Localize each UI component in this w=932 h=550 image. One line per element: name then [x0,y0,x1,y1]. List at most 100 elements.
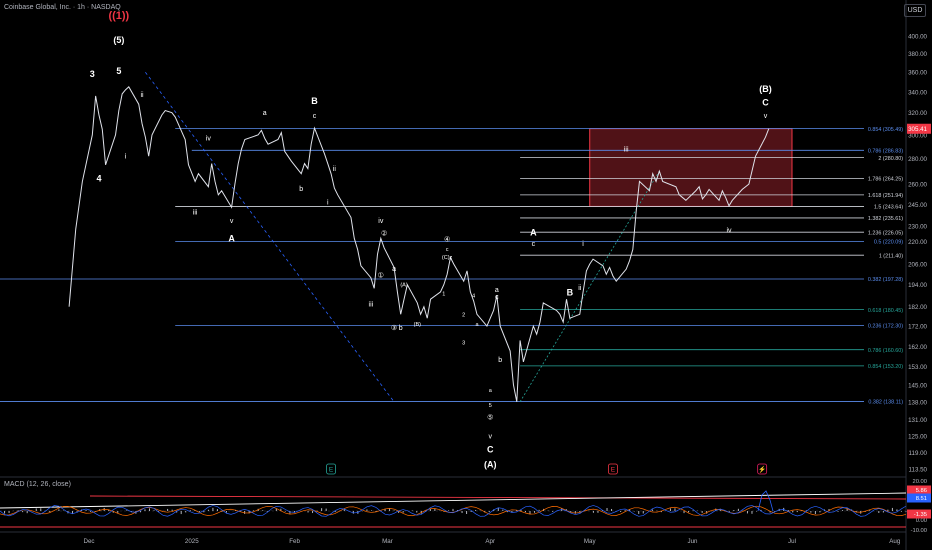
wave-label: c [446,247,449,253]
price-tick-label: 172.00 [908,324,927,331]
wave-label: (C)z [442,255,453,261]
macd-tick-label: 0.00 [916,518,927,524]
price-tick-label: 131.00 [908,417,927,424]
wave-label: c [313,113,317,120]
event-marker-label: E [611,467,616,474]
wave-label: (A) [484,459,497,469]
time-tick-label: Feb [289,538,300,545]
wave-label: (A) [400,283,408,289]
wave-label: B [311,96,318,106]
fib-level-label: 0.236 (172.30) [868,324,903,330]
last-price-label: 305.41 [908,126,927,133]
price-tick-label: 245.00 [908,202,927,209]
price-tick-label: 220.00 [908,239,927,246]
wave-label: b [399,325,403,332]
wave-label: iv [378,218,384,225]
time-tick-label: Apr [485,538,495,545]
event-marker [608,463,618,475]
event-marker-label: ⚡ [758,466,766,474]
wave-label: c [532,241,536,248]
macd-line [0,505,907,517]
price-tick-label: 182.00 [908,304,927,311]
wave-label: c [495,294,499,301]
wave-label: ⑤ [487,414,493,422]
wave-label: (B) [414,322,422,328]
fib-level-label: 0.854 (153.20) [868,364,903,370]
time-tick-label: Aug [889,538,901,545]
price-tick-label: 260.00 [908,182,927,189]
wave-label: B [567,288,574,298]
wave-label: ii [140,92,144,99]
wave-label: ② [381,229,387,237]
wave-label: C [762,97,769,107]
wave-label: 5 [489,403,492,409]
macd-spike [757,490,774,512]
price-tick-label: 400.00 [908,34,927,41]
fib-level-label: 1 (211.40) [879,253,903,259]
event-marker-label: E [329,467,334,474]
wave-label: ii [333,166,337,173]
macd-tick-label: 20.00 [912,479,927,485]
wave-label: a [489,388,493,394]
macd-trendline [0,492,907,509]
wave-label: ③ [391,324,397,332]
wave-label: b [299,186,303,193]
price-tick-label: 300.00 [908,132,927,139]
wave-label: C [487,445,494,455]
wave-label: ④ [444,236,450,244]
macd-value-label: 8.51 [916,496,927,502]
wave-label: a [263,110,267,117]
target-zone-box [589,128,793,207]
wave-label: iii [624,146,629,153]
price-tick-label: 113.50 [909,467,928,474]
price-tick-label: 162.00 [908,344,927,351]
wave-label: b [498,357,502,364]
price-tick-label: 380.00 [908,51,927,58]
currency-button[interactable]: USD [904,4,926,17]
price-tick-label: 206.00 [908,262,927,269]
price-tick-label: 230.00 [908,224,927,231]
wave-label: iv [206,136,212,143]
time-tick-label: Mar [382,538,393,545]
wave-label: A [530,227,537,237]
wave-label: A [228,234,235,244]
fib-level-label: 0.382 (138.11) [868,400,903,406]
price-tick-label: 340.00 [908,89,927,96]
time-tick-label: Jun [688,538,699,545]
wave-label: 2 [462,312,465,318]
time-tick-label: 2025 [185,538,199,545]
macd-value-label: 5.86 [916,488,927,494]
wave-label: i [125,154,127,161]
price-tick-label: 194.00 [908,282,927,289]
price-tick-label: 125.00 [908,433,927,440]
fib-level-label: 1.382 (235.61) [868,216,903,222]
wave-label: 5 [116,66,121,76]
macd-value-badge [907,485,931,495]
time-tick-label: Jul [788,538,796,545]
wave-label: (B) [759,84,772,94]
macd-title: MACD (12, 26, close) [4,481,71,488]
event-marker [326,463,336,475]
wave-label: iii [369,302,374,309]
wave-label: ((1)) [108,10,129,22]
fib-level-label: 1.786 (264.25) [868,177,903,183]
wave-label: a [392,266,396,273]
wave-label: 4 [472,293,475,299]
fib-level-label: 0.5 (220.09) [874,240,903,246]
macd-tick-label: -10.00 [911,528,927,534]
fib-level-label: 1.236 (226.05) [868,230,903,236]
price-tick-label: 119.00 [909,450,928,457]
fib-level-label: 0.618 (180.45) [868,308,903,314]
macd-upper-band [89,495,907,500]
macd-value-badge [907,493,931,503]
symbol-title: Coinbase Global, Inc. · 1h · NASDAQ [4,4,121,11]
wave-label: v [764,113,768,120]
price-tick-label: 153.00 [908,364,927,371]
wave-label: a [475,322,479,328]
price-tick-label: 138.00 [908,399,927,406]
price-tick-label: 360.00 [908,70,927,77]
fib-level-label: 0.786 (286.83) [868,149,903,155]
wave-label: 3 [90,69,95,79]
